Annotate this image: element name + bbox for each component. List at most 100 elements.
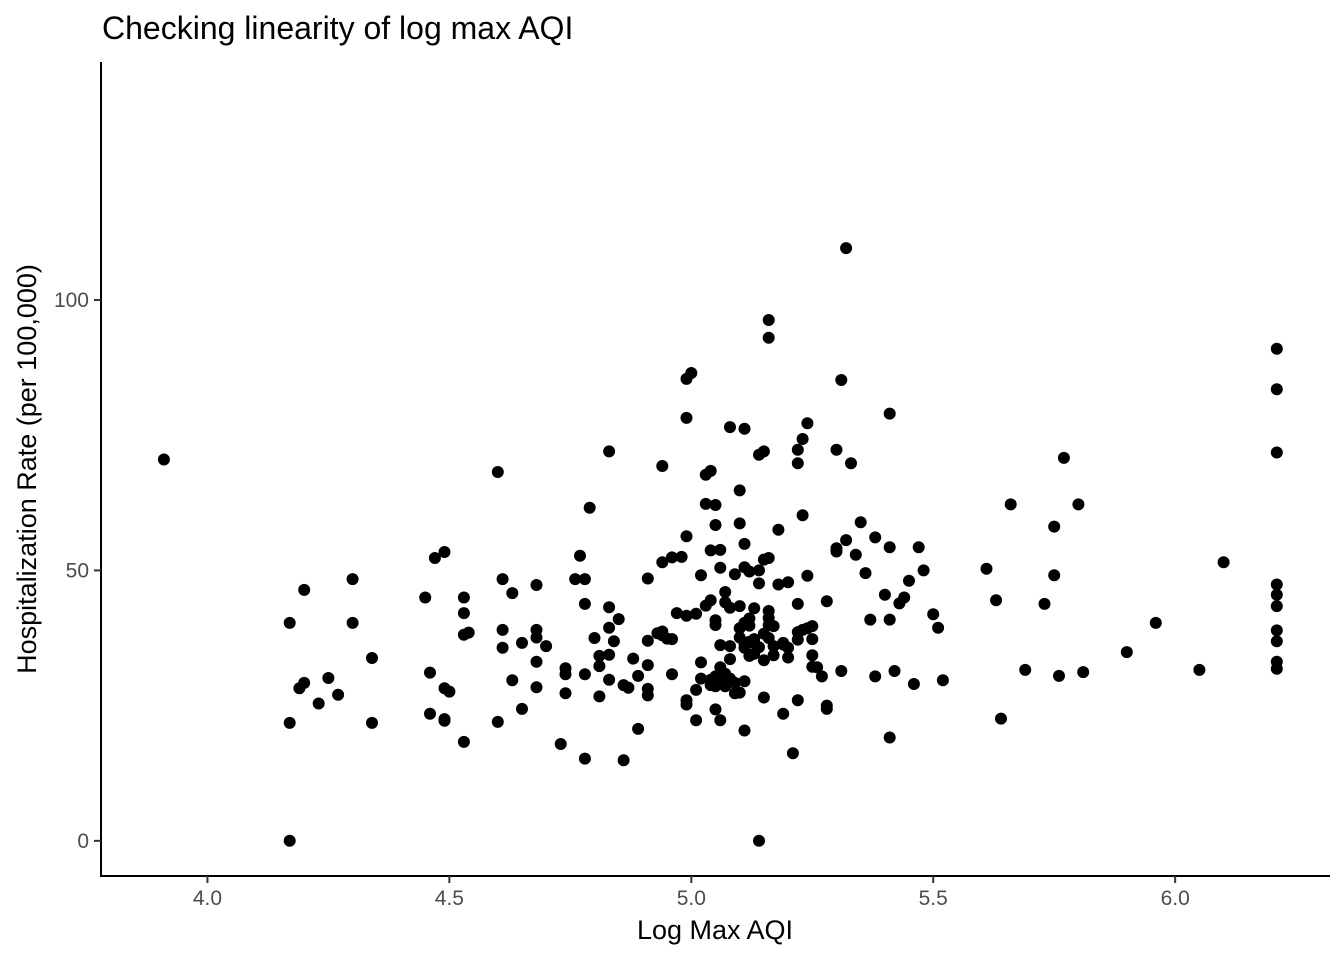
data-point bbox=[554, 738, 567, 750]
data-point bbox=[801, 569, 814, 582]
data-point bbox=[438, 714, 451, 727]
data-point bbox=[583, 501, 596, 514]
data-point bbox=[849, 548, 862, 561]
data-point bbox=[912, 541, 925, 554]
data-point bbox=[666, 633, 678, 646]
data-point bbox=[298, 583, 311, 596]
y-axis-title: Hospitalization Rate (per 100,000) bbox=[12, 264, 42, 674]
data-point bbox=[835, 374, 848, 386]
data-point bbox=[714, 543, 727, 556]
data-point bbox=[366, 716, 378, 729]
data-point bbox=[1120, 646, 1133, 659]
data-point bbox=[762, 331, 775, 344]
data-point bbox=[516, 636, 528, 649]
data-point bbox=[656, 556, 669, 569]
data-point bbox=[772, 578, 785, 591]
data-point bbox=[806, 633, 819, 646]
data-point bbox=[936, 674, 949, 687]
data-point bbox=[869, 670, 882, 683]
data-point bbox=[641, 572, 654, 585]
data-point bbox=[283, 834, 296, 847]
data-point bbox=[753, 564, 765, 577]
data-point bbox=[457, 607, 470, 620]
data-point bbox=[1004, 498, 1017, 511]
data-point bbox=[530, 631, 543, 644]
data-point bbox=[695, 672, 707, 685]
data-point bbox=[443, 685, 456, 698]
data-point bbox=[714, 714, 727, 727]
data-point bbox=[724, 601, 736, 614]
data-point bbox=[1270, 635, 1283, 648]
data-point bbox=[593, 660, 606, 673]
data-point bbox=[854, 516, 867, 529]
data-point bbox=[690, 714, 703, 727]
data-point bbox=[830, 545, 843, 558]
data-point bbox=[777, 707, 790, 720]
data-point bbox=[641, 689, 654, 702]
data-point bbox=[1270, 662, 1283, 675]
data-point bbox=[419, 591, 432, 604]
data-point bbox=[491, 715, 504, 728]
data-point bbox=[496, 641, 509, 654]
data-point bbox=[791, 694, 804, 707]
data-point bbox=[820, 595, 833, 608]
data-point bbox=[690, 607, 703, 620]
data-point bbox=[603, 601, 616, 614]
data-point bbox=[1019, 663, 1032, 676]
data-point bbox=[883, 613, 896, 626]
data-point bbox=[811, 661, 824, 674]
y-axis-ticks: 0 50 100 bbox=[54, 289, 101, 853]
data-point bbox=[1193, 663, 1206, 676]
data-point bbox=[859, 567, 872, 580]
x-tick-label: 5.0 bbox=[677, 887, 706, 910]
data-point bbox=[883, 541, 896, 554]
data-point bbox=[603, 673, 616, 686]
data-point bbox=[840, 242, 853, 255]
data-point bbox=[1270, 383, 1283, 396]
data-point bbox=[748, 602, 761, 615]
data-point bbox=[680, 609, 693, 622]
data-point bbox=[791, 597, 804, 610]
data-point bbox=[724, 421, 736, 434]
data-point bbox=[714, 561, 727, 574]
data-point bbox=[782, 576, 795, 589]
data-point bbox=[641, 659, 654, 672]
data-point bbox=[603, 648, 616, 661]
data-point bbox=[738, 675, 751, 688]
data-point bbox=[733, 686, 746, 699]
data-point bbox=[791, 457, 804, 470]
data-point bbox=[491, 466, 504, 478]
x-tick-label: 5.5 bbox=[919, 887, 948, 910]
data-point bbox=[1053, 669, 1065, 682]
data-point bbox=[699, 497, 712, 510]
data-point bbox=[724, 653, 736, 666]
data-point bbox=[593, 690, 606, 703]
x-tick-label: 6.0 bbox=[1161, 887, 1190, 910]
data-points bbox=[157, 242, 1283, 847]
data-point bbox=[1072, 498, 1085, 511]
data-point bbox=[733, 600, 746, 613]
data-point bbox=[680, 411, 693, 424]
data-point bbox=[695, 569, 707, 582]
data-point bbox=[1270, 578, 1283, 591]
data-point bbox=[762, 552, 775, 564]
data-point bbox=[743, 565, 756, 578]
data-point bbox=[753, 834, 765, 847]
data-point bbox=[578, 752, 591, 765]
plot-area: 4.0 4.5 5.0 5.5 6.0 0 50 100 bbox=[54, 62, 1330, 910]
data-point bbox=[815, 670, 828, 683]
data-point bbox=[569, 573, 582, 586]
data-point bbox=[786, 747, 799, 760]
data-point bbox=[709, 619, 722, 631]
data-point bbox=[767, 620, 780, 633]
data-point bbox=[738, 422, 751, 435]
data-point bbox=[714, 639, 727, 652]
data-point bbox=[1270, 342, 1283, 355]
data-point bbox=[767, 649, 780, 662]
data-point bbox=[709, 519, 722, 531]
data-point bbox=[709, 499, 722, 511]
data-point bbox=[728, 568, 741, 581]
data-point bbox=[332, 688, 345, 701]
data-point bbox=[1270, 624, 1283, 637]
